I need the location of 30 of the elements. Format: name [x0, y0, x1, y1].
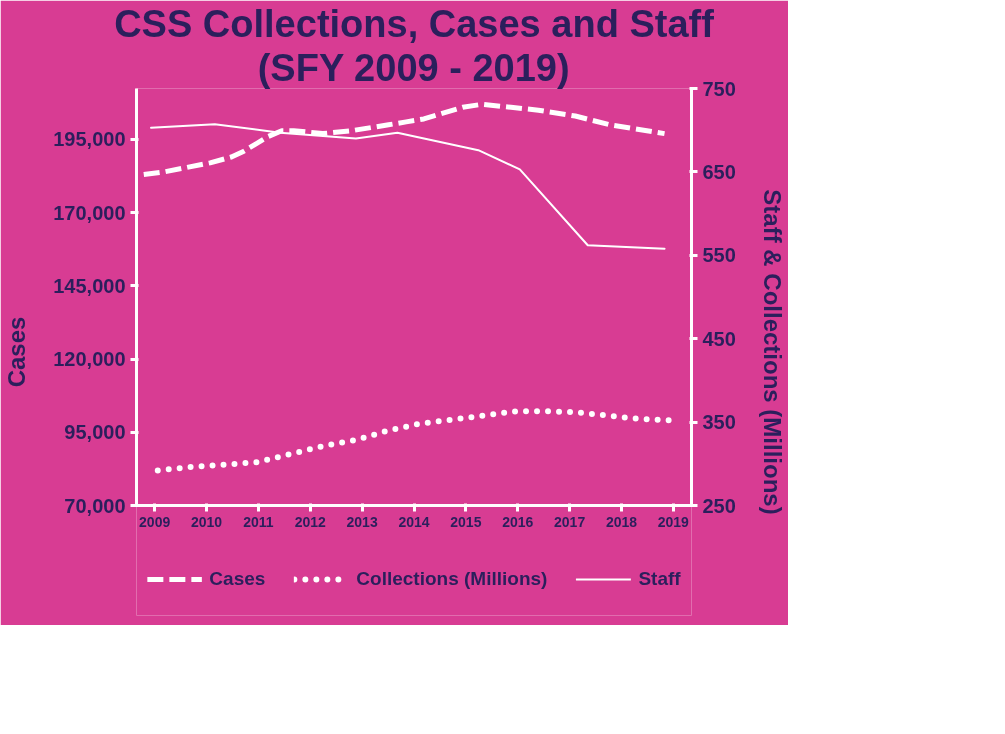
chart-title: CSS Collections, Cases and Staff	[114, 2, 715, 45]
legend-label: Staff	[638, 568, 681, 590]
chart-subtitle: (SFY 2009 - 2019)	[257, 46, 570, 89]
x-tick-label: 2009	[139, 513, 171, 530]
x-tick-label: 2010	[190, 513, 223, 530]
y2-tick-label: 750	[702, 77, 736, 100]
y-tick-label: 145,000	[53, 274, 126, 297]
y2-tick-label: 550	[702, 244, 736, 267]
legend-label: Collections (Millions)	[356, 568, 548, 590]
y-tick-label: 170,000	[53, 201, 126, 224]
x-tick-label: 2019	[657, 513, 690, 530]
x-tick-label: 2012	[294, 513, 327, 530]
y-tick-label: 95,000	[64, 421, 126, 444]
x-tick-label: 2011	[243, 513, 274, 530]
x-tick-label: 2013	[346, 513, 378, 530]
y2-tick-label: 250	[702, 494, 736, 517]
y2-axis-title: Staff & Collections (Millions)	[758, 189, 786, 515]
y-tick-label: 120,000	[53, 348, 126, 371]
x-tick-label: 2015	[450, 513, 482, 530]
legend-label: Cases	[209, 568, 266, 590]
y2-tick-label: 650	[702, 160, 736, 183]
y-tick-label: 70,000	[64, 494, 126, 517]
y2-tick-label: 450	[702, 327, 736, 350]
x-tick-label: 2016	[502, 513, 534, 530]
y2-tick-label: 350	[702, 411, 736, 434]
y-axis-title: Cases	[3, 316, 31, 388]
x-tick-label: 2017	[554, 513, 586, 530]
x-tick-label: 2018	[605, 513, 638, 530]
y-tick-label: 195,000	[53, 128, 126, 151]
x-tick-label: 2014	[398, 513, 430, 530]
